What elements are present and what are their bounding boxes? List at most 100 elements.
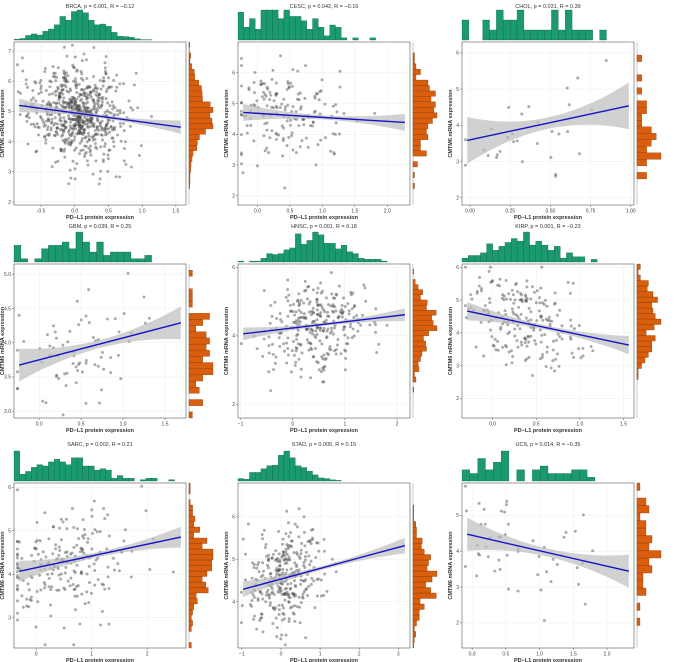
data-point: [296, 319, 300, 323]
data-point: [123, 528, 127, 532]
top-hist-bar: [96, 241, 104, 263]
data-point: [341, 328, 345, 332]
data-point: [48, 102, 52, 106]
data-point: [64, 517, 68, 521]
data-point: [29, 599, 33, 603]
data-point: [299, 342, 303, 346]
data-point: [283, 558, 287, 562]
data-point: [297, 124, 301, 128]
data-point: [277, 573, 281, 577]
data-point: [103, 69, 107, 73]
data-point: [44, 401, 48, 405]
data-point: [49, 121, 53, 125]
data-point: [303, 96, 307, 100]
y-axis-title: CMTM6 mRNA expression: [448, 306, 454, 375]
data-point: [80, 124, 84, 128]
data-point: [555, 352, 559, 356]
data-point: [20, 56, 24, 60]
data-point: [313, 334, 317, 338]
data-point: [15, 63, 19, 67]
data-point: [72, 526, 76, 530]
data-point: [294, 346, 298, 350]
data-point: [55, 130, 59, 134]
data-point: [71, 96, 75, 100]
data-point: [77, 95, 81, 99]
data-point: [72, 588, 76, 592]
data-point: [47, 100, 51, 104]
data-point: [47, 119, 51, 123]
x-axis-title: PD−L1 protein expression: [514, 215, 583, 221]
data-point: [286, 287, 290, 291]
y-axis-title: CMTM6 mRNA expression: [448, 531, 454, 600]
data-point: [488, 297, 492, 301]
top-hist-bar: [323, 35, 330, 41]
top-hist-bar: [13, 450, 20, 482]
data-point: [301, 118, 305, 122]
top-hist-bar: [151, 478, 158, 482]
data-point: [315, 300, 319, 304]
data-point: [292, 302, 296, 306]
data-point: [76, 105, 80, 109]
data-point: [297, 568, 301, 572]
data-point: [67, 104, 71, 108]
data-point: [82, 52, 86, 56]
right-hist-bar: [188, 548, 214, 555]
data-point: [304, 288, 308, 292]
data-point: [49, 126, 53, 130]
data-point: [265, 591, 269, 595]
data-point: [482, 354, 486, 358]
data-point: [281, 537, 285, 541]
top-hist-bar: [122, 36, 129, 41]
data-point: [86, 96, 90, 100]
data-point: [269, 93, 273, 97]
top-hist-bar: [41, 248, 49, 263]
data-point: [499, 327, 503, 331]
top-hist-bar: [540, 465, 549, 482]
data-point: [337, 284, 341, 288]
data-point: [319, 578, 323, 582]
data-point: [111, 107, 115, 111]
top-hist-bar: [318, 477, 325, 482]
data-point: [81, 124, 85, 128]
data-point: [101, 138, 105, 142]
data-point: [539, 286, 543, 290]
right-hist-bar: [412, 366, 420, 372]
data-point: [26, 582, 30, 586]
data-point: [97, 93, 101, 97]
data-point: [263, 149, 267, 153]
data-point: [312, 355, 316, 359]
right-hist-bar: [412, 356, 421, 362]
data-point: [287, 555, 291, 559]
data-point: [61, 76, 65, 80]
y-axis-title: CMTM6 mRNA expression: [224, 89, 230, 158]
data-point: [479, 320, 483, 324]
regression-line: [242, 544, 406, 590]
data-point: [285, 586, 289, 590]
right-hist-bar: [412, 183, 415, 189]
data-point: [75, 132, 79, 136]
data-point: [300, 595, 304, 599]
data-point: [59, 91, 63, 95]
data-point: [66, 140, 70, 144]
x-axis-title: PD−L1 protein expression: [290, 658, 359, 662]
data-point: [89, 116, 93, 120]
data-point: [290, 131, 294, 135]
data-point: [280, 571, 284, 575]
x-tick-label: 1.5: [162, 422, 169, 428]
data-point: [106, 101, 110, 105]
data-point: [54, 101, 58, 105]
data-point: [78, 152, 82, 156]
data-point: [65, 527, 69, 531]
top-hist-bar: [555, 473, 564, 482]
data-point: [503, 309, 507, 313]
data-point: [504, 363, 508, 367]
data-point: [567, 103, 571, 107]
data-point: [363, 286, 367, 290]
data-point: [15, 570, 19, 574]
data-point: [239, 101, 243, 105]
data-point: [289, 81, 293, 85]
data-point: [83, 155, 87, 159]
data-point: [275, 634, 279, 638]
data-point: [84, 144, 88, 148]
data-point: [309, 327, 313, 331]
